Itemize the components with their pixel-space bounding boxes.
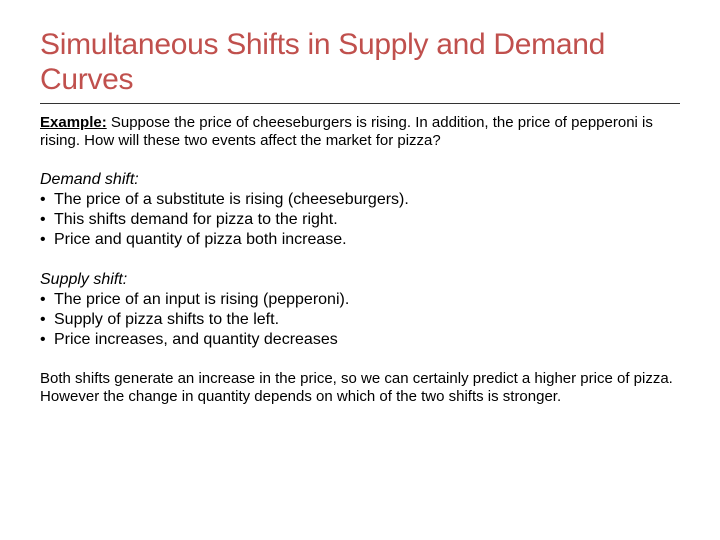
slide-title: Simultaneous Shifts in Supply and Demand…	[40, 28, 680, 97]
bullet-icon: •	[40, 230, 54, 250]
bullet-icon: •	[40, 330, 54, 350]
list-item: •Price and quantity of pizza both increa…	[40, 230, 680, 250]
supply-label: Supply shift:	[40, 271, 127, 288]
list-item: •This shifts demand for pizza to the rig…	[40, 210, 680, 230]
bullet-text: This shifts demand for pizza to the righ…	[54, 211, 338, 228]
bullet-text: Price and quantity of pizza both increas…	[54, 231, 347, 248]
example-paragraph: Example: Suppose the price of cheeseburg…	[40, 114, 680, 150]
demand-label: Demand shift:	[40, 171, 139, 188]
example-label: Example:	[40, 114, 107, 131]
bullet-text: Supply of pizza shifts to the left.	[54, 311, 279, 328]
demand-section: Demand shift: •The price of a substitute…	[40, 170, 680, 250]
bullet-text: The price of an input is rising (peppero…	[54, 291, 349, 308]
bullet-icon: •	[40, 210, 54, 230]
bullet-icon: •	[40, 190, 54, 210]
supply-section: Supply shift: •The price of an input is …	[40, 270, 680, 350]
title-underline	[40, 103, 680, 104]
list-item: •The price of an input is rising (pepper…	[40, 290, 680, 310]
bullet-text: The price of a substitute is rising (che…	[54, 191, 409, 208]
list-item: •Supply of pizza shifts to the left.	[40, 310, 680, 330]
bullet-icon: •	[40, 310, 54, 330]
example-text: Suppose the price of cheeseburgers is ri…	[40, 114, 653, 149]
conclusion-paragraph: Both shifts generate an increase in the …	[40, 370, 680, 406]
bullet-icon: •	[40, 290, 54, 310]
bullet-text: Price increases, and quantity decreases	[54, 331, 338, 348]
list-item: •The price of a substitute is rising (ch…	[40, 190, 680, 210]
list-item: •Price increases, and quantity decreases	[40, 330, 680, 350]
